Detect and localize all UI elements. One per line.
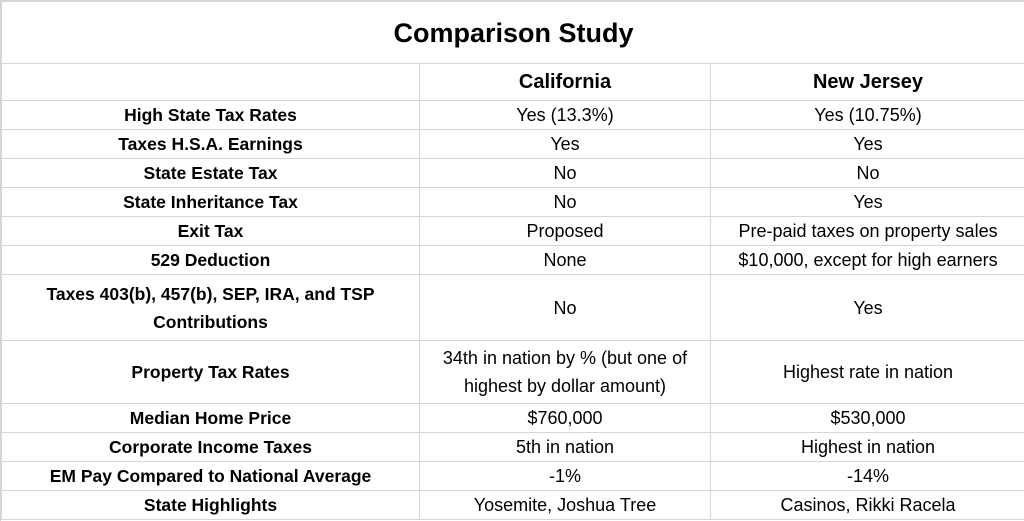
header-california[interactable]: California (419, 63, 711, 101)
new-jersey-cell[interactable]: -14% (709, 461, 1024, 491)
new-jersey-cell[interactable]: Pre-paid taxes on property sales (709, 216, 1024, 246)
row-label[interactable]: Median Home Price (1, 403, 420, 433)
row-label[interactable]: State Highlights (1, 490, 420, 520)
california-cell[interactable]: No (419, 274, 711, 341)
table-row: Exit Tax Proposed Pre-paid taxes on prop… (1, 216, 1024, 246)
row-label[interactable]: 529 Deduction (1, 245, 420, 275)
row-label[interactable]: Corporate Income Taxes (1, 432, 420, 462)
header-row: California New Jersey (1, 63, 1024, 101)
header-blank-cell[interactable] (1, 63, 420, 101)
california-cell[interactable]: No (419, 187, 711, 217)
table-row: High State Tax Rates Yes (13.3%) Yes (10… (1, 100, 1024, 130)
table-row: Taxes 403(b), 457(b), SEP, IRA, and TSP … (1, 274, 1024, 341)
table-row: EM Pay Compared to National Average -1% … (1, 461, 1024, 491)
new-jersey-cell[interactable]: Yes (709, 129, 1024, 159)
california-cell[interactable]: Yes (13.3%) (419, 100, 711, 130)
table-title[interactable]: Comparison Study (0, 1, 1024, 64)
table-row: 529 Deduction None $10,000, except for h… (1, 245, 1024, 275)
california-cell[interactable]: 34th in nation by % (but one of highest … (419, 340, 711, 404)
new-jersey-cell[interactable]: $530,000 (709, 403, 1024, 433)
california-cell[interactable]: No (419, 158, 711, 188)
new-jersey-cell[interactable]: Yes (10.75%) (709, 100, 1024, 130)
row-label[interactable]: Property Tax Rates (1, 340, 420, 404)
table-row: Corporate Income Taxes 5th in nation Hig… (1, 432, 1024, 462)
row-label[interactable]: EM Pay Compared to National Average (1, 461, 420, 491)
row-label[interactable]: Exit Tax (1, 216, 420, 246)
header-new-jersey[interactable]: New Jersey (709, 63, 1024, 101)
new-jersey-cell[interactable]: Yes (709, 187, 1024, 217)
table-row: State Estate Tax No No (1, 158, 1024, 188)
table-row: State Inheritance Tax No Yes (1, 187, 1024, 217)
california-cell[interactable]: Proposed (419, 216, 711, 246)
california-cell[interactable]: 5th in nation (419, 432, 711, 462)
california-cell[interactable]: $760,000 (419, 403, 711, 433)
new-jersey-cell[interactable]: $10,000, except for high earners (709, 245, 1024, 275)
row-label[interactable]: Taxes 403(b), 457(b), SEP, IRA, and TSP … (1, 274, 420, 341)
california-cell[interactable]: Yes (419, 129, 711, 159)
california-cell[interactable]: -1% (419, 461, 711, 491)
california-cell[interactable]: None (419, 245, 711, 275)
table-row: Taxes H.S.A. Earnings Yes Yes (1, 129, 1024, 159)
row-label[interactable]: State Inheritance Tax (1, 187, 420, 217)
table-row: Property Tax Rates 34th in nation by % (… (1, 340, 1024, 404)
new-jersey-cell[interactable]: Highest rate in nation (709, 340, 1024, 404)
new-jersey-cell[interactable]: Yes (709, 274, 1024, 341)
title-row: Comparison Study (0, 1, 1024, 64)
row-label[interactable]: State Estate Tax (1, 158, 420, 188)
new-jersey-cell[interactable]: Highest in nation (709, 432, 1024, 462)
row-label[interactable]: Taxes H.S.A. Earnings (1, 129, 420, 159)
new-jersey-cell[interactable]: Casinos, Rikki Racela (709, 490, 1024, 520)
california-cell[interactable]: Yosemite, Joshua Tree (419, 490, 711, 520)
row-label[interactable]: High State Tax Rates (1, 100, 420, 130)
new-jersey-cell[interactable]: No (709, 158, 1024, 188)
table-row: State Highlights Yosemite, Joshua Tree C… (1, 490, 1024, 520)
table-row: Median Home Price $760,000 $530,000 (1, 403, 1024, 433)
